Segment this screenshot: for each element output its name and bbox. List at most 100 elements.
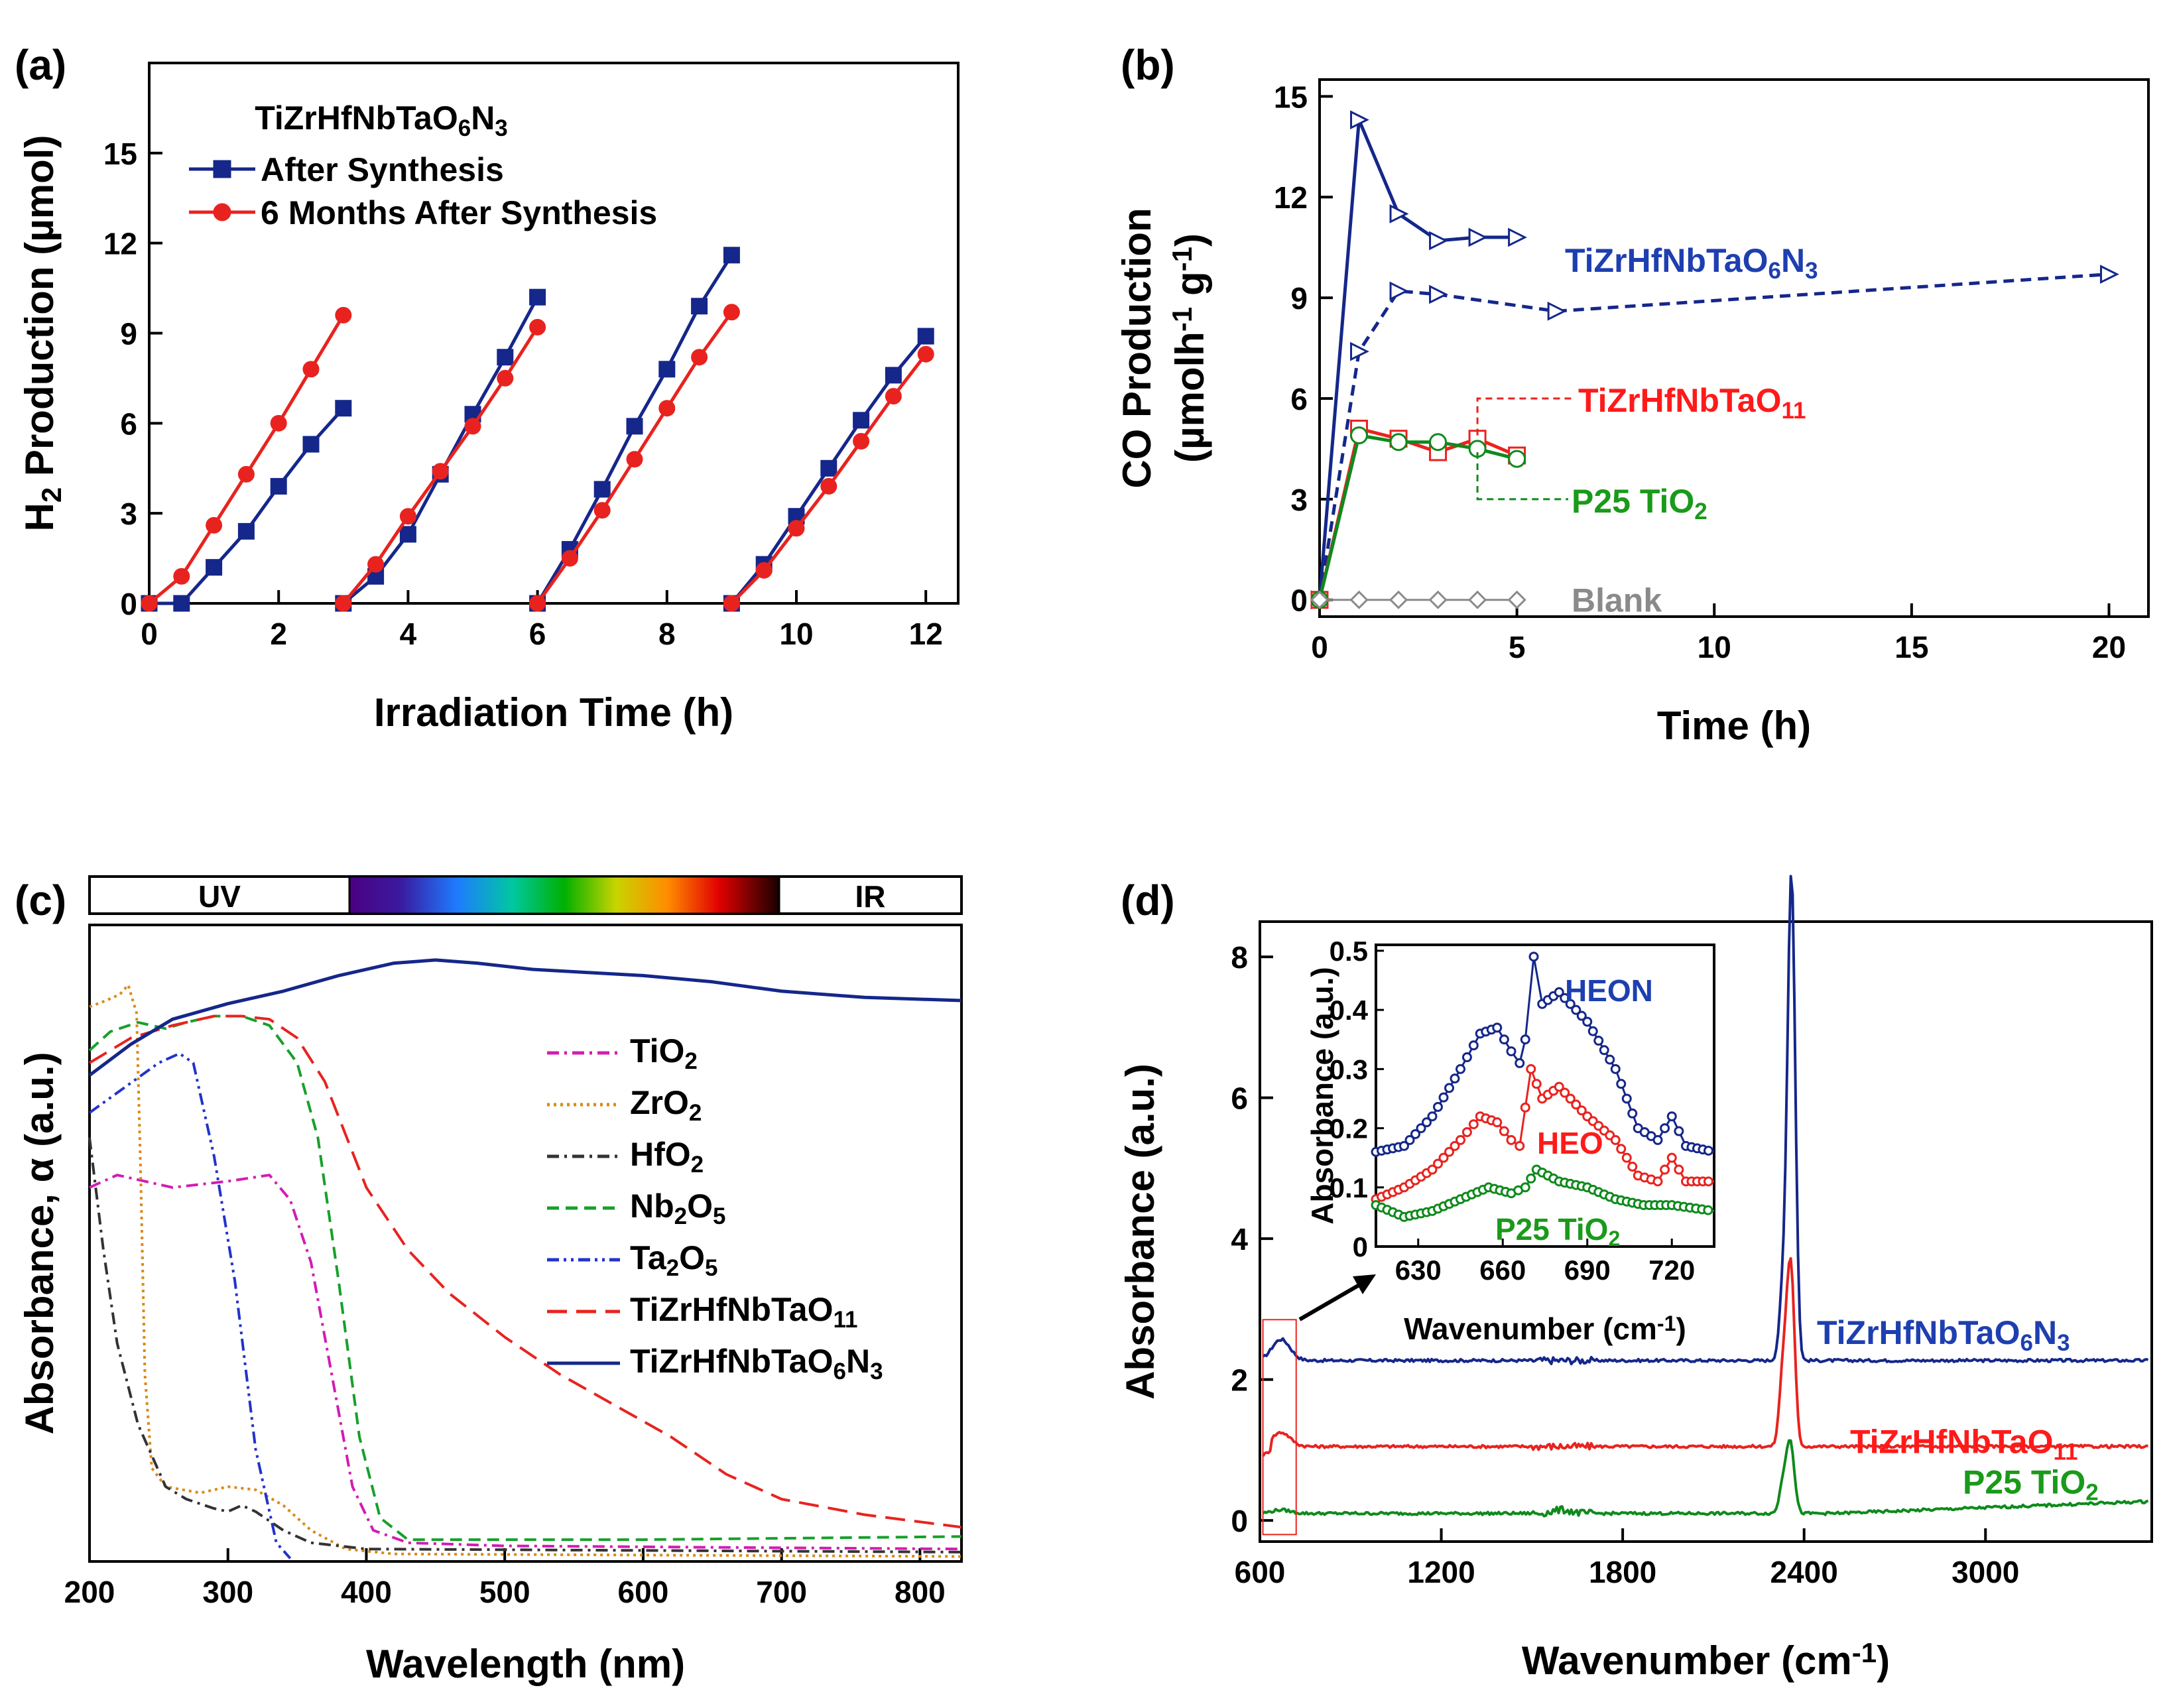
data-point (464, 418, 481, 435)
inset-data-point (1666, 1152, 1677, 1163)
inset-data-point (1450, 1073, 1460, 1084)
label-blank: Blank (1572, 582, 1662, 619)
inset-data-point (1438, 1152, 1449, 1163)
inset-data-point (1404, 1134, 1415, 1145)
data-point (658, 400, 676, 417)
inset-data-point (1444, 1146, 1454, 1157)
data-point (755, 562, 773, 579)
data-point (1389, 204, 1409, 223)
data-point (1350, 426, 1369, 445)
inset-data-point (1571, 1099, 1581, 1110)
panel-d-ytick-label: 8 (1231, 940, 1248, 975)
data-point (399, 508, 416, 525)
data-point (626, 418, 643, 435)
panel-a-ytick-label: 15 (103, 137, 137, 171)
legend-label-part: 2 (666, 1255, 679, 1281)
data-point (529, 288, 546, 306)
inset-data-point (1576, 1105, 1587, 1116)
legend-label-part: 3 (870, 1359, 883, 1384)
data-point (820, 459, 837, 477)
inset-data-point (1565, 999, 1576, 1009)
callout-heo (1476, 397, 1575, 436)
legend-label-part: Nb (630, 1188, 674, 1225)
panel-b-ytick-label: 0 (1290, 583, 1308, 618)
inset-xtick-label: 690 (1564, 1254, 1611, 1286)
inset-ytick-label: 0.5 (1330, 936, 1368, 967)
panel-a-ylabel-part: 2 (36, 487, 67, 503)
label-heo-part: TiZrHfNbTaO (1850, 1424, 2053, 1461)
legend-label-part: Ta (630, 1239, 667, 1276)
panel-d-label: (d) (1121, 877, 1175, 924)
panel-a-title-part: N (471, 99, 495, 137)
inset-data-point (1456, 1064, 1465, 1074)
data-point (626, 451, 643, 468)
inset-xlabel-part: ) (1676, 1312, 1686, 1346)
series-5-line (88, 1014, 962, 1529)
panel-a-xlabel: Irradiation Time (h) (374, 690, 733, 735)
inset-data-point (1554, 987, 1564, 997)
panel-c: (c) UV IR 200 300 400 500 600 700 800 Wavelength (… (15, 875, 963, 1686)
data-point (593, 481, 611, 498)
panel-c-xtick-label: 800 (895, 1575, 946, 1609)
inset-xlabel-part: Wavenumber (cm (1404, 1312, 1657, 1346)
inset-data-point (1610, 1064, 1621, 1074)
data-point (885, 388, 902, 405)
data-point (561, 550, 578, 567)
legend-label: TiZrHfNbTaO11 (630, 1291, 857, 1333)
panel-a-xtick-label: 12 (909, 617, 943, 651)
panel-b-ylabel-line2: (µmolh-1 g-1) (1166, 233, 1212, 463)
data-point (1389, 433, 1408, 452)
inset-label-p25-part: P25 TiO (1495, 1212, 1608, 1247)
panel-d-xtick-label: 3000 (1952, 1555, 2019, 1589)
inset-data-point (1450, 1140, 1460, 1151)
label-heon-part: 6 (1768, 258, 1780, 284)
data-point (885, 367, 902, 384)
legend-label-part: 2 (674, 1203, 687, 1229)
data-point (1429, 231, 1448, 251)
inset-data-point (1422, 1117, 1432, 1128)
panel-a-ytick-label: 9 (120, 317, 137, 351)
data-point (335, 400, 352, 417)
data-point (1350, 110, 1369, 130)
panel-b-ytick-label: 15 (1274, 80, 1308, 114)
legend-marker (213, 203, 231, 221)
panel-a-label: (a) (15, 41, 66, 89)
legend-label: ZrO2 (630, 1084, 702, 1126)
series-2-line (1318, 427, 1518, 601)
data-point (1508, 227, 1527, 247)
panel-d-ytick-label: 2 (1231, 1363, 1248, 1398)
inset-data-point (1520, 1034, 1530, 1045)
panel-d-frame (1259, 920, 2153, 1543)
data-point (2099, 265, 2119, 284)
series-3-line (88, 1014, 962, 1542)
label-p25-part: P25 TiO (1963, 1464, 2085, 1501)
label-heo: TiZrHfNbTaO11 (1850, 1424, 2077, 1465)
series-0-line (1318, 118, 1517, 600)
panel-d-xlabel: Wavenumber (cm-1) (1522, 1637, 1890, 1683)
inset-data-point (1506, 1134, 1517, 1145)
inset-data-point (1599, 1045, 1609, 1056)
panel-d-ylabel: Absorbance (a.u.) (1118, 1064, 1162, 1400)
panel-a-ylabel-part: Production ( (17, 242, 62, 487)
data-point (497, 369, 514, 387)
inset-data-point (1492, 1117, 1503, 1128)
inset-data-point (1410, 1128, 1420, 1139)
panel-a-ylabel-part: H (17, 503, 62, 531)
data-point (270, 414, 287, 432)
legend-label-part: ZrO (630, 1084, 689, 1121)
inset-label-p25-part: 2 (1608, 1227, 1620, 1250)
legend-label: Ta2O5 (630, 1239, 717, 1281)
inset-data-point (1416, 1123, 1426, 1134)
label-heon-part: TiZrHfNbTaO (1565, 242, 1768, 279)
data-point (270, 477, 287, 495)
panel-c-xtick-label: 600 (618, 1575, 669, 1609)
inset-data-point (1456, 1134, 1465, 1145)
inset-data-point (1674, 1164, 1684, 1175)
data-point (853, 412, 870, 429)
panel-c-ylabel-part: (a.u.) (17, 1052, 62, 1158)
panel-b-ylabel-line2-part: molh (1168, 332, 1212, 426)
data-point (691, 349, 708, 366)
panel-a-frame (148, 62, 960, 605)
